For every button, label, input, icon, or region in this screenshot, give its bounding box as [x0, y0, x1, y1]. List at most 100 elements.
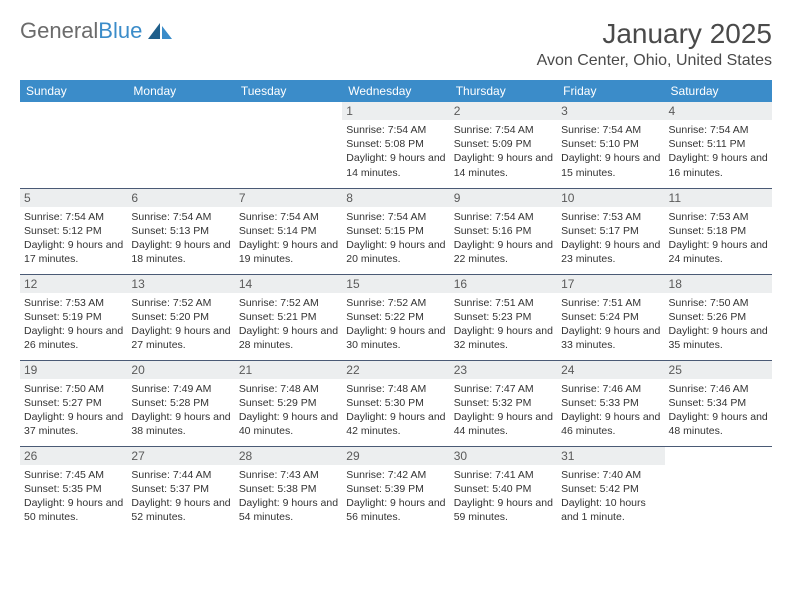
calendar-week-row: 12Sunrise: 7:53 AMSunset: 5:19 PMDayligh…	[20, 274, 772, 360]
day-details: Sunrise: 7:52 AMSunset: 5:20 PMDaylight:…	[131, 296, 230, 353]
day-number: 24	[557, 361, 664, 379]
day-details: Sunrise: 7:54 AMSunset: 5:11 PMDaylight:…	[669, 123, 768, 180]
calendar-day-cell: 17Sunrise: 7:51 AMSunset: 5:24 PMDayligh…	[557, 274, 664, 360]
calendar-day-cell: 22Sunrise: 7:48 AMSunset: 5:30 PMDayligh…	[342, 360, 449, 446]
calendar-day-cell: 20 Sunrise: 7:49 AMSunset: 5:28 PMDayligh…	[127, 360, 234, 446]
day-details: Sunrise: 7:50 AMSunset: 5:26 PMDaylight:…	[669, 296, 768, 353]
calendar-day-cell: 16 Sunrise: 7:51 AMSunset: 5:23 PMDayligh…	[450, 274, 557, 360]
calendar-day-cell: 30 Sunrise: 7:41 AMSunset: 5:40 PMDayligh…	[450, 446, 557, 532]
weekday-header: Sunday	[20, 80, 127, 102]
day-number: 4	[665, 102, 772, 120]
title-block: January 2025 Avon Center, Ohio, United S…	[537, 18, 772, 70]
header: GeneralBlue January 2025 Avon Center, Oh…	[20, 18, 772, 70]
calendar-day-cell: 4 Sunrise: 7:54 AMSunset: 5:11 PMDaylight…	[665, 102, 772, 188]
day-number: 9	[450, 189, 557, 207]
calendar-week-row: 26 Sunrise: 7:45 AMSunset: 5:35 PMDayligh…	[20, 446, 772, 532]
day-details: Sunrise: 7:54 AMSunset: 5:15 PMDaylight:…	[346, 210, 445, 267]
location: Avon Center, Ohio, United States	[537, 52, 772, 70]
weekday-header: Friday	[557, 80, 664, 102]
day-number: 13	[127, 275, 234, 293]
day-details: Sunrise: 7:40 AMSunset: 5:42 PMDaylight:…	[561, 468, 660, 525]
calendar-day-cell: 3 Sunrise: 7:54 AMSunset: 5:10 PMDaylight…	[557, 102, 664, 188]
day-number: 25	[665, 361, 772, 379]
calendar-empty-cell	[235, 102, 342, 188]
calendar-day-cell: 21Sunrise: 7:48 AMSunset: 5:29 PMDayligh…	[235, 360, 342, 446]
day-details: Sunrise: 7:54 AMSunset: 5:09 PMDaylight:…	[454, 123, 553, 180]
day-details: Sunrise: 7:43 AMSunset: 5:38 PMDaylight:…	[239, 468, 338, 525]
day-number: 22	[342, 361, 449, 379]
day-details: Sunrise: 7:53 AMSunset: 5:18 PMDaylight:…	[669, 210, 768, 267]
calendar-day-cell: 15 Sunrise: 7:52 AMSunset: 5:22 PMDayligh…	[342, 274, 449, 360]
day-details: Sunrise: 7:44 AMSunset: 5:37 PMDaylight:…	[131, 468, 230, 525]
calendar-empty-cell	[665, 446, 772, 532]
day-number: 30	[450, 447, 557, 465]
day-number: 6	[127, 189, 234, 207]
calendar-day-cell: 24 Sunrise: 7:46 AMSunset: 5:33 PMDayligh…	[557, 360, 664, 446]
calendar-week-row: 5Sunrise: 7:54 AMSunset: 5:12 PMDaylight…	[20, 188, 772, 274]
day-details: Sunrise: 7:46 AMSunset: 5:34 PMDaylight:…	[669, 382, 768, 439]
calendar-empty-cell	[20, 102, 127, 188]
logo-text-gray: General	[20, 18, 98, 44]
calendar-day-cell: 23 Sunrise: 7:47 AMSunset: 5:32 PMDayligh…	[450, 360, 557, 446]
day-details: Sunrise: 7:51 AMSunset: 5:24 PMDaylight:…	[561, 296, 660, 353]
calendar-day-cell: 29 Sunrise: 7:42 AMSunset: 5:39 PMDayligh…	[342, 446, 449, 532]
day-number: 19	[20, 361, 127, 379]
calendar-day-cell: 31 Sunrise: 7:40 AMSunset: 5:42 PMDayligh…	[557, 446, 664, 532]
day-details: Sunrise: 7:41 AMSunset: 5:40 PMDaylight:…	[454, 468, 553, 525]
calendar-day-cell: 11 Sunrise: 7:53 AMSunset: 5:18 PMDayligh…	[665, 188, 772, 274]
day-number: 11	[665, 189, 772, 207]
day-details: Sunrise: 7:47 AMSunset: 5:32 PMDaylight:…	[454, 382, 553, 439]
calendar-day-cell: 28 Sunrise: 7:43 AMSunset: 5:38 PMDayligh…	[235, 446, 342, 532]
weekday-header: Wednesday	[342, 80, 449, 102]
day-details: Sunrise: 7:42 AMSunset: 5:39 PMDaylight:…	[346, 468, 445, 525]
calendar-day-cell: 14 Sunrise: 7:52 AMSunset: 5:21 PMDayligh…	[235, 274, 342, 360]
day-number: 15	[342, 275, 449, 293]
day-details: Sunrise: 7:54 AMSunset: 5:12 PMDaylight:…	[24, 210, 123, 267]
calendar-day-cell: 10Sunrise: 7:53 AMSunset: 5:17 PMDayligh…	[557, 188, 664, 274]
calendar-day-cell: 1 Sunrise: 7:54 AMSunset: 5:08 PMDaylight…	[342, 102, 449, 188]
month-title: January 2025	[537, 18, 772, 50]
day-details: Sunrise: 7:52 AMSunset: 5:22 PMDaylight:…	[346, 296, 445, 353]
calendar-day-cell: 26 Sunrise: 7:45 AMSunset: 5:35 PMDayligh…	[20, 446, 127, 532]
day-number: 27	[127, 447, 234, 465]
day-number: 3	[557, 102, 664, 120]
day-details: Sunrise: 7:54 AMSunset: 5:10 PMDaylight:…	[561, 123, 660, 180]
calendar-day-cell: 19Sunrise: 7:50 AMSunset: 5:27 PMDayligh…	[20, 360, 127, 446]
calendar-table: SundayMondayTuesdayWednesdayThursdayFrid…	[20, 80, 772, 532]
weekday-header: Tuesday	[235, 80, 342, 102]
calendar-day-cell: 18 Sunrise: 7:50 AMSunset: 5:26 PMDayligh…	[665, 274, 772, 360]
day-details: Sunrise: 7:49 AMSunset: 5:28 PMDaylight:…	[131, 382, 230, 439]
day-number: 16	[450, 275, 557, 293]
calendar-day-cell: 2Sunrise: 7:54 AMSunset: 5:09 PMDaylight…	[450, 102, 557, 188]
logo-text-blue: Blue	[98, 18, 142, 44]
day-number: 14	[235, 275, 342, 293]
day-details: Sunrise: 7:48 AMSunset: 5:29 PMDaylight:…	[239, 382, 338, 439]
day-number: 18	[665, 275, 772, 293]
day-number: 1	[342, 102, 449, 120]
calendar-week-row: 19Sunrise: 7:50 AMSunset: 5:27 PMDayligh…	[20, 360, 772, 446]
calendar-day-cell: 7Sunrise: 7:54 AMSunset: 5:14 PMDaylight…	[235, 188, 342, 274]
day-number: 31	[557, 447, 664, 465]
calendar-day-cell: 27 Sunrise: 7:44 AMSunset: 5:37 PMDayligh…	[127, 446, 234, 532]
day-details: Sunrise: 7:46 AMSunset: 5:33 PMDaylight:…	[561, 382, 660, 439]
logo-sail-icon	[146, 21, 174, 41]
day-number: 26	[20, 447, 127, 465]
day-details: Sunrise: 7:54 AMSunset: 5:08 PMDaylight:…	[346, 123, 445, 180]
calendar-empty-cell	[127, 102, 234, 188]
day-number: 10	[557, 189, 664, 207]
weekday-header: Monday	[127, 80, 234, 102]
day-number: 23	[450, 361, 557, 379]
calendar-day-cell: 13 Sunrise: 7:52 AMSunset: 5:20 PMDayligh…	[127, 274, 234, 360]
calendar-week-row: 1 Sunrise: 7:54 AMSunset: 5:08 PMDaylight…	[20, 102, 772, 188]
day-details: Sunrise: 7:51 AMSunset: 5:23 PMDaylight:…	[454, 296, 553, 353]
day-number: 29	[342, 447, 449, 465]
day-details: Sunrise: 7:54 AMSunset: 5:14 PMDaylight:…	[239, 210, 338, 267]
day-details: Sunrise: 7:52 AMSunset: 5:21 PMDaylight:…	[239, 296, 338, 353]
day-number: 12	[20, 275, 127, 293]
day-number: 28	[235, 447, 342, 465]
calendar-day-cell: 5Sunrise: 7:54 AMSunset: 5:12 PMDaylight…	[20, 188, 127, 274]
weekday-header: Saturday	[665, 80, 772, 102]
day-details: Sunrise: 7:45 AMSunset: 5:35 PMDaylight:…	[24, 468, 123, 525]
calendar-day-cell: 6Sunrise: 7:54 AMSunset: 5:13 PMDaylight…	[127, 188, 234, 274]
day-number: 20	[127, 361, 234, 379]
